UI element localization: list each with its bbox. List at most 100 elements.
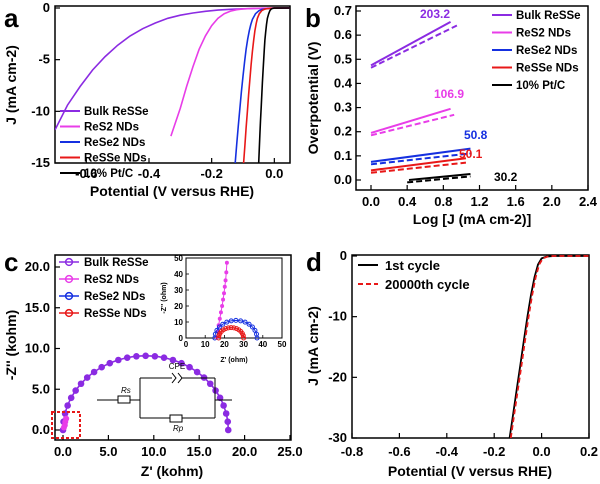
inset-y-tick-label: 40 — [174, 270, 183, 279]
nyquist-data-point — [220, 402, 227, 409]
inset-data-point — [224, 270, 229, 275]
inset-fit-line — [214, 319, 258, 339]
x-tick-label: 25.0 — [277, 444, 302, 459]
legend-label: 20000th cycle — [385, 277, 470, 292]
inset-chart: 0 10 20 30 40 50 0 10 20 30 40 50 Z' (ohm) -Z'' (oh… — [161, 254, 287, 364]
nyquist-data-point — [212, 387, 219, 394]
tafel-slope-label: 50.1 — [459, 147, 483, 161]
tafel-fit-solid — [370, 147, 471, 163]
x-tick-label: -0.6 — [388, 444, 410, 459]
inset-data-point — [222, 291, 227, 296]
x-tick-label: 1.2 — [470, 194, 488, 209]
inset-data-point — [221, 297, 226, 302]
y-tick-label: 0.4 — [334, 75, 353, 90]
y-tick-label: 0.3 — [334, 100, 352, 115]
inset-x-tick-label: 10 — [201, 340, 210, 349]
cpe-element — [171, 372, 183, 384]
inset-data-point — [216, 324, 222, 330]
y-tick-label: 5.0 — [32, 381, 50, 396]
x-axis-label: Potential (V versus RHE) — [388, 463, 552, 479]
y-tick-label: 0.0 — [32, 422, 50, 437]
x-tick-label: 0.4 — [398, 194, 417, 209]
nyquist-data-point — [186, 363, 193, 371]
inset-data-point — [228, 318, 234, 324]
nyquist-data-point — [83, 374, 91, 381]
tafel-fit-dashed — [370, 24, 458, 69]
y-tick-label: -5 — [38, 52, 50, 67]
inset-data-point — [225, 325, 231, 331]
y-axis-label: Overpotential (V) — [305, 42, 321, 155]
inset-data-point — [223, 326, 229, 332]
tafel-slope-label: 30.2 — [494, 170, 518, 184]
y-tick-label: 0.1 — [334, 148, 352, 163]
panel-a-lsv-chart: a 0 -5 -10 -15 -0.6 -0.4 -0.2 0.0 Bulk ReSSe Re… — [3, 0, 291, 199]
inset-y-tick-label: 30 — [174, 286, 183, 295]
inset-data-point — [224, 260, 229, 265]
y-tick-label: -10 — [31, 103, 50, 118]
nyquist-data-point — [77, 380, 85, 388]
x-tick-label: -0.2 — [200, 166, 222, 181]
inset-data-point — [242, 319, 248, 325]
legend-label: ReS2 NDs — [84, 122, 139, 134]
inset-data-point — [254, 335, 260, 341]
y-tick-label: -15 — [31, 155, 50, 170]
inset-data-point — [241, 335, 247, 341]
legend-marker — [64, 308, 74, 318]
x-tick-label: -0.2 — [483, 444, 505, 459]
legend-label: ReSe2 NDs — [84, 137, 145, 149]
x-tick-label: 2.4 — [579, 194, 598, 209]
y-tick-label: 0 — [43, 0, 50, 15]
inset-data-point — [233, 317, 239, 323]
x-axis-label: Potential (V versus RHE) — [90, 183, 254, 199]
y-tick-label: -10 — [328, 309, 347, 324]
equivalent-circuit-diagram — [97, 372, 232, 423]
panel-d-stability-chart: d 0 -10 -20 -30 -0.8 -0.6 -0.4 -0.2 0.0 0.2 1st … — [305, 247, 598, 479]
nyquist-data-point — [224, 418, 232, 425]
y-tick-label: 15.0 — [25, 300, 50, 315]
tafel-fit-dashed — [370, 113, 455, 137]
legend-label: ReSSe NDs — [516, 63, 579, 75]
y-tick-label: 0 — [340, 248, 347, 263]
legend-label: Bulk ReSSe — [516, 10, 581, 22]
legend-label: 10% Pt/C — [516, 80, 565, 92]
x-tick-label: 15.0 — [187, 444, 212, 459]
x-tick-label: 0.0 — [362, 194, 380, 209]
legend-marker — [64, 291, 74, 301]
tafel-fit-solid — [370, 107, 451, 134]
y-axis-label: -Z'' (kohm) — [3, 310, 19, 380]
legend-marker — [64, 274, 74, 284]
nyquist-data-point — [178, 359, 185, 367]
panel-b-tafel-chart: b 0.0 0.1 0.2 0.3 0.4 0.5 0.6 0.7 0.0 0.4 0.8 1.2 1… — [305, 3, 598, 227]
x-tick-label: 0.0 — [54, 444, 72, 459]
nyquist-data-point — [115, 356, 122, 364]
x-tick-label: 0.2 — [580, 444, 598, 459]
inset-x-tick-label: 40 — [258, 340, 267, 349]
x-tick-label: -0.4 — [138, 166, 161, 181]
inset-data-point — [238, 318, 244, 324]
legend-label: ReS2 NDs — [84, 274, 139, 286]
inset-data-point — [240, 333, 246, 339]
rp-label: Rp — [173, 424, 184, 433]
tafel-slope-label: 50.8 — [464, 128, 488, 142]
legend-label: 10% Pt/C — [84, 168, 133, 180]
nyquist-data-point — [193, 368, 201, 376]
nyquist-data-point — [224, 426, 232, 434]
nyquist-data-point — [133, 353, 140, 360]
inset-data-point — [217, 316, 222, 321]
legend-label: ReSe2 NDs — [84, 291, 145, 303]
inset-x-tick-label: 50 — [278, 340, 287, 349]
nyquist-data-point — [64, 402, 71, 409]
y-tick-label: 0.6 — [334, 27, 352, 42]
inset-data-point — [216, 335, 222, 341]
x-tick-label: 0.8 — [434, 194, 452, 209]
tafel-fit-dashed — [407, 175, 471, 184]
legend-label: ReSSe NDs — [84, 308, 147, 320]
inset-y-axis-label: -Z'' (ohm) — [161, 282, 168, 313]
inset-y-tick-label: 20 — [174, 302, 183, 311]
series-line-10-pt-c — [257, 7, 290, 163]
plot-frame — [54, 5, 291, 164]
nyquist-data-point — [72, 387, 79, 394]
nyquist-data-point — [67, 394, 75, 402]
inset-y-tick-label: 0 — [179, 334, 184, 343]
series-line-1st-cycle — [508, 255, 589, 438]
